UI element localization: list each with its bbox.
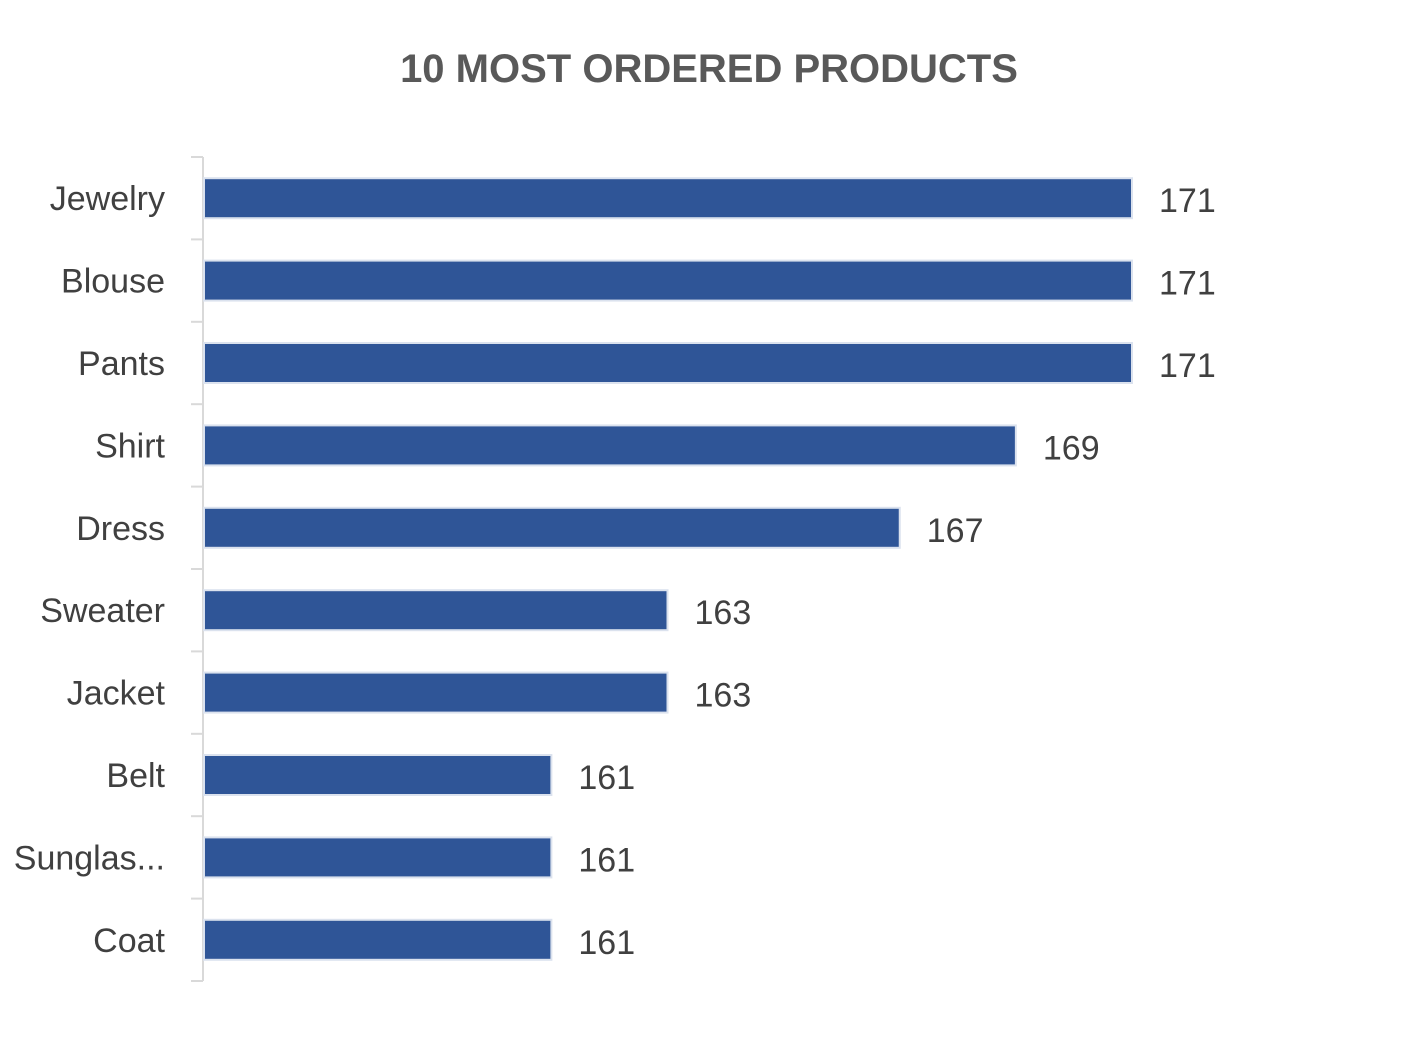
value-label: 171 bbox=[1159, 182, 1216, 220]
value-label: 169 bbox=[1043, 429, 1100, 467]
value-label: 171 bbox=[1159, 265, 1216, 303]
bar-blouse bbox=[203, 259, 1133, 302]
value-label: 161 bbox=[578, 924, 635, 962]
chart-title: 10 MOST ORDERED PRODUCTS bbox=[400, 47, 1018, 91]
value-labels: 171 171 171 169 167 163 163 161 161 161 bbox=[578, 182, 1215, 962]
bar-jacket bbox=[203, 671, 669, 714]
category-label: Shirt bbox=[95, 427, 165, 465]
bar-dress bbox=[203, 506, 901, 549]
bar-coat bbox=[203, 918, 553, 961]
value-label: 167 bbox=[927, 512, 984, 550]
category-label: Jacket bbox=[67, 675, 166, 713]
category-label: Pants bbox=[78, 345, 165, 383]
category-label: Blouse bbox=[61, 263, 165, 301]
value-label: 161 bbox=[578, 841, 635, 879]
category-labels: Jewelry Blouse Pants Shirt Dress Sweater Jacke… bbox=[14, 180, 166, 960]
bar-pants bbox=[203, 342, 1133, 384]
bar-belt bbox=[203, 754, 553, 796]
category-label: Sunglas... bbox=[14, 839, 165, 877]
category-label: Coat bbox=[93, 922, 165, 960]
value-label: 163 bbox=[695, 594, 752, 632]
bar-jewelry bbox=[203, 177, 1133, 220]
bars-group bbox=[203, 177, 1133, 961]
category-label: Belt bbox=[106, 757, 165, 795]
category-label: Jewelry bbox=[50, 180, 165, 218]
bar-sunglas bbox=[203, 836, 553, 879]
value-label: 161 bbox=[578, 759, 635, 797]
category-axis-ticks bbox=[191, 156, 203, 982]
value-label: 163 bbox=[695, 677, 752, 715]
category-label: Sweater bbox=[40, 592, 165, 630]
category-label: Dress bbox=[76, 510, 165, 548]
bar-shirt bbox=[203, 424, 1017, 467]
value-label: 171 bbox=[1159, 347, 1216, 385]
bar-sweater bbox=[203, 589, 669, 632]
